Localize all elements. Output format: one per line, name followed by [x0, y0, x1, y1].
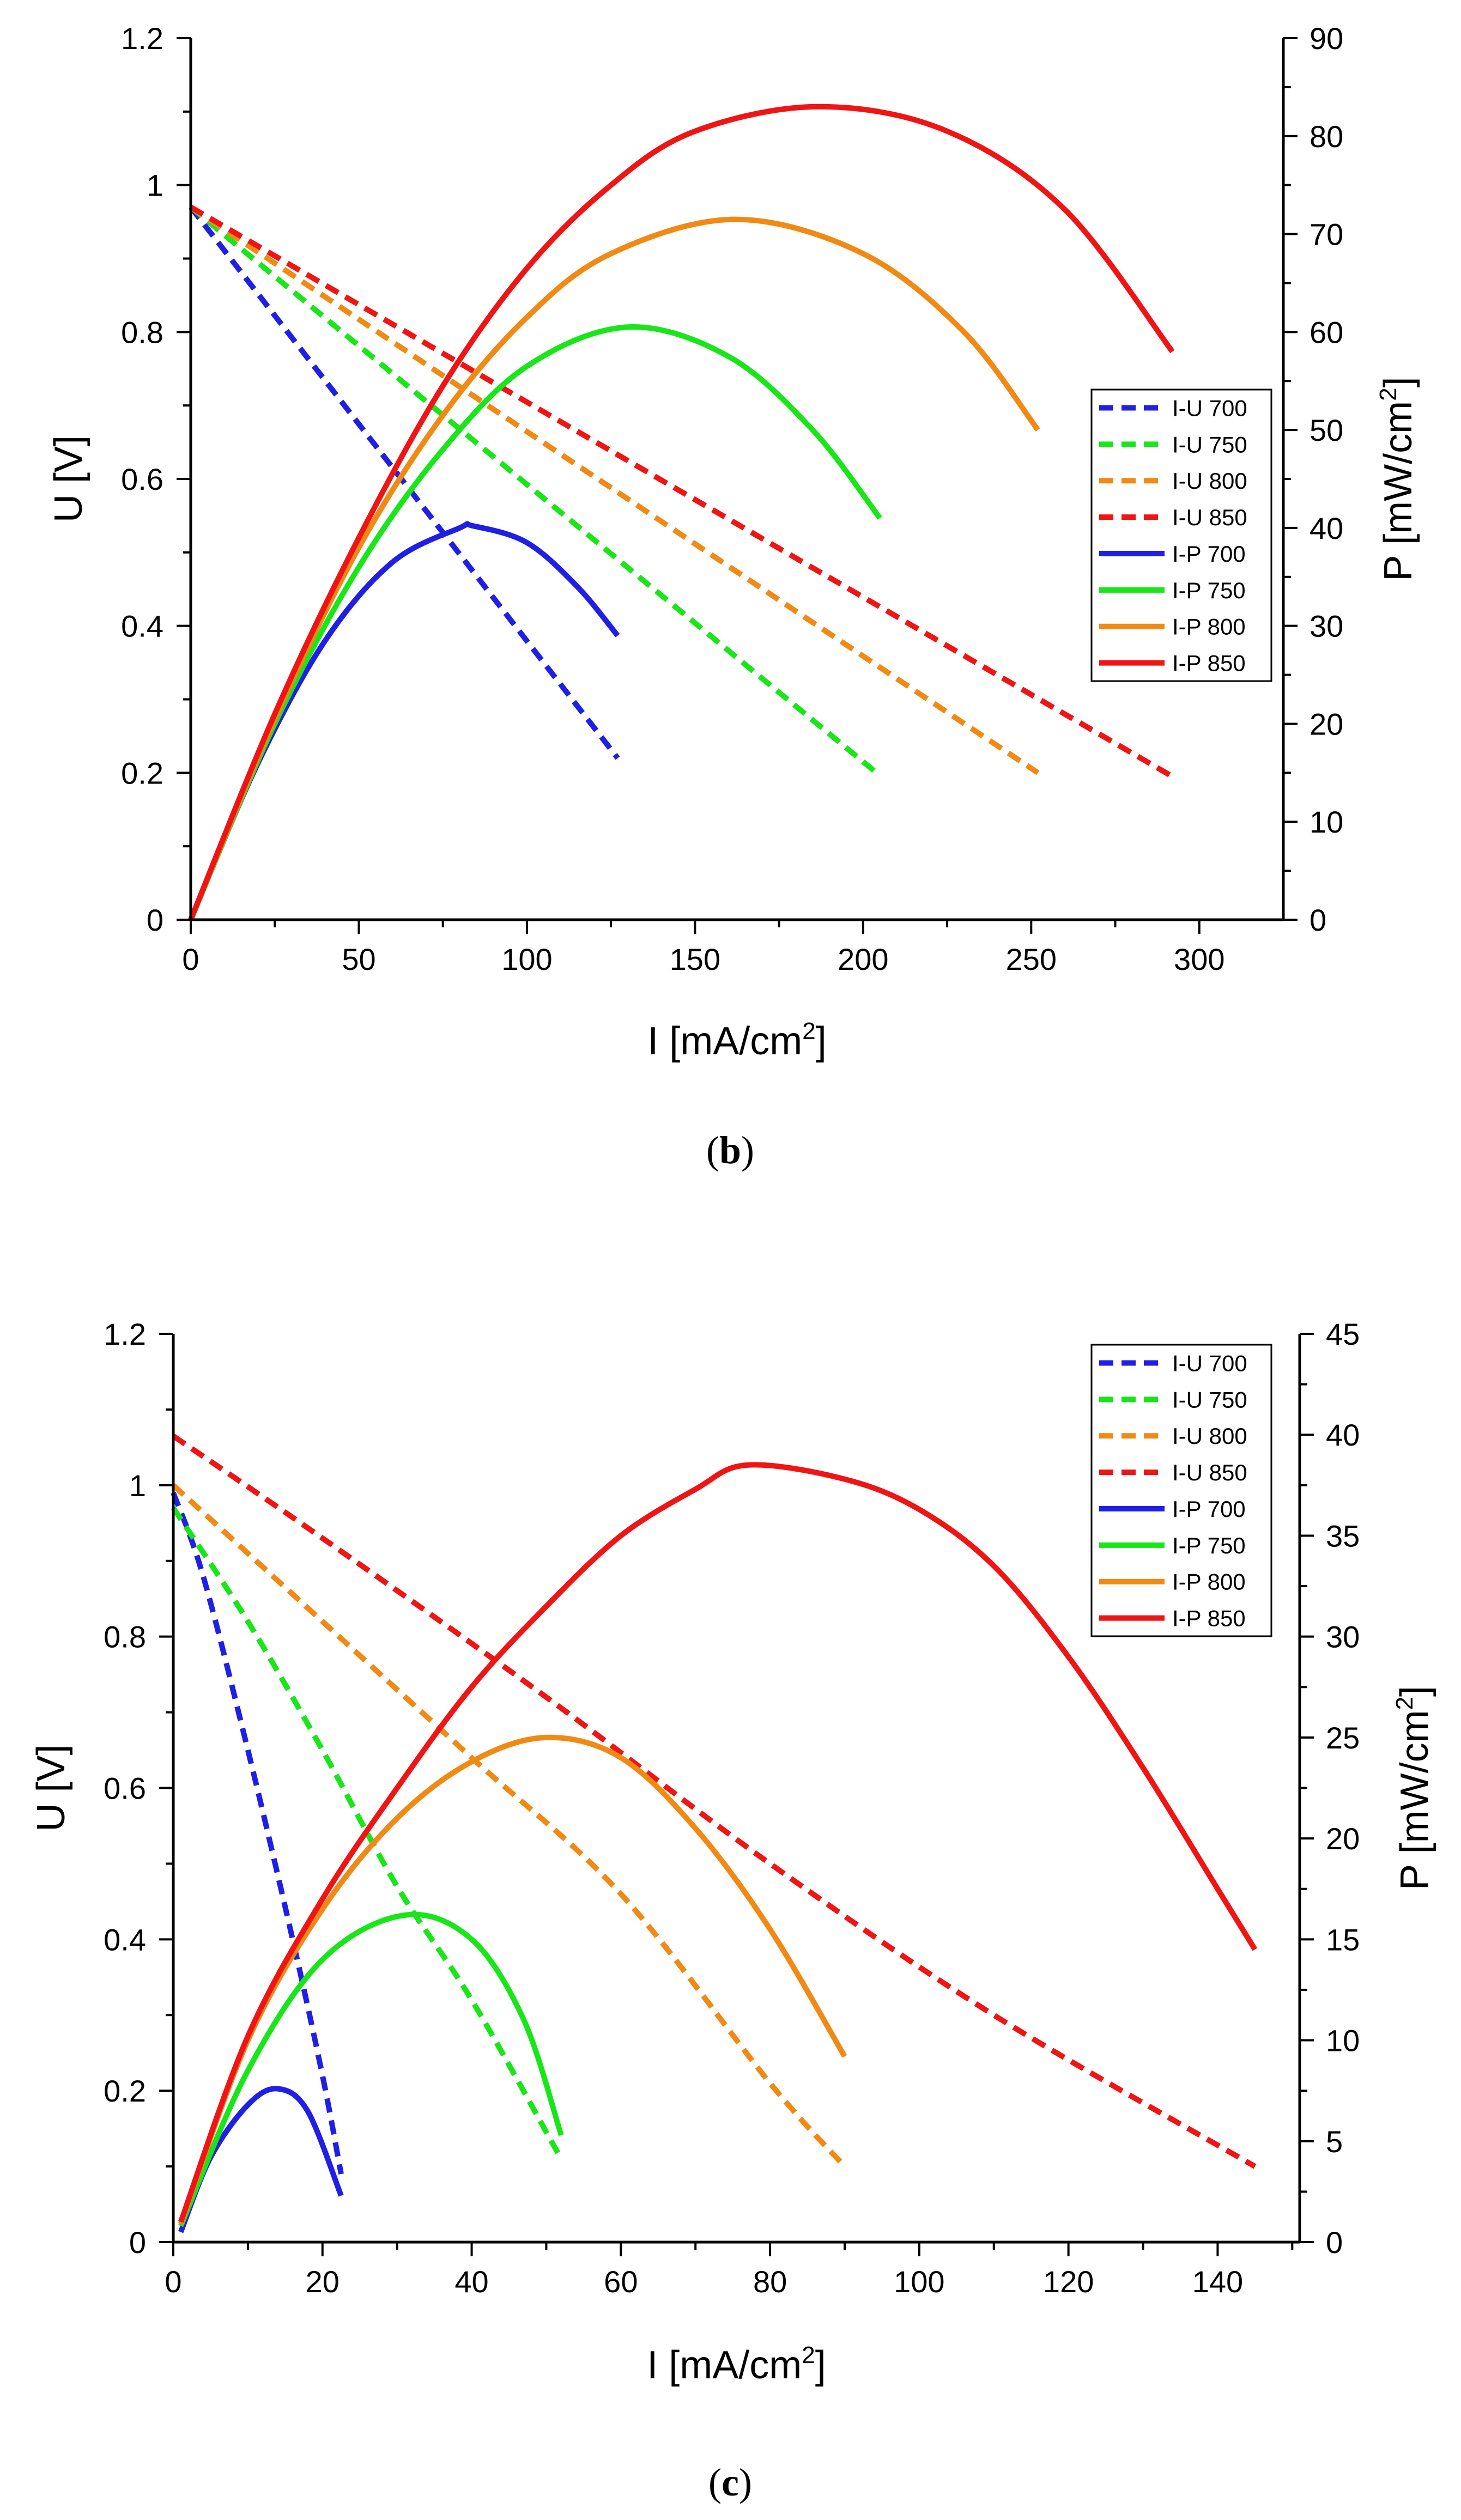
x-tick-label: 60	[604, 2264, 638, 2299]
y2-tick-label: 60	[1310, 315, 1343, 349]
x-tick-label: 100	[501, 942, 552, 976]
chart-panel-c: 0 20 40 60 80 100 120 140 0 0.2 0.4 0.6 0.8 1 1.2 0 5 10 1…	[29, 1317, 1436, 2504]
x-axis-title: I [mA/cm2]	[647, 2342, 826, 2387]
series-group	[171, 1434, 1258, 2233]
series-line-i-u-700	[189, 205, 620, 760]
series-line-i-p-750	[178, 1911, 564, 2227]
legend-label: I-P 800	[1172, 1569, 1246, 1595]
legend-label: I-P 800	[1172, 614, 1246, 640]
y2-tick-label: 25	[1326, 1721, 1360, 1755]
y2-axis-title: P [mW/cm2]	[1375, 377, 1420, 581]
y-tick-label: 0.4	[104, 1922, 146, 1957]
y-tick-label: 1	[147, 168, 163, 203]
legend-label: I-U 800	[1172, 468, 1247, 494]
panel-label: (c)	[708, 2461, 752, 2504]
legend-label: I-U 700	[1172, 1350, 1247, 1376]
series-line-i-u-850	[172, 1434, 1257, 2169]
y2-tick-label: 0	[1310, 903, 1326, 937]
y-tick-label: 0	[147, 903, 163, 937]
y2-tick-label: 80	[1310, 119, 1343, 154]
y-tick-label: 0.6	[121, 462, 163, 496]
series-line-i-u-800	[171, 1483, 847, 2169]
y2-tick-label: 20	[1326, 1821, 1360, 1856]
series-line-i-u-850	[189, 204, 1174, 779]
series-line-i-p-850	[178, 1462, 1258, 2223]
legend-label: I-U 850	[1172, 505, 1247, 530]
x-tick-label: 40	[454, 2264, 488, 2299]
y-tick-label: 0.2	[104, 2074, 146, 2108]
y2-tick-label: 5	[1326, 2124, 1343, 2159]
x-tick-label: 120	[1043, 2264, 1094, 2299]
legend-label: I-U 850	[1172, 1460, 1247, 1485]
series-line-i-p-850	[188, 104, 1175, 921]
y2-tick-label: 40	[1310, 511, 1343, 545]
y-axis-title: U [V]	[47, 435, 90, 523]
y-tick-label: 1	[129, 1468, 146, 1503]
series-line-i-u-750	[189, 205, 878, 775]
y-tick-label: 0.4	[121, 609, 163, 643]
y-axis-title: U [V]	[29, 1744, 73, 1831]
y2-tick-label: 30	[1326, 1620, 1360, 1654]
y2-axis-title: P [mW/cm2]	[1391, 1686, 1436, 1890]
legend-label: I-P 700	[1172, 541, 1246, 567]
y2-tick-label: 45	[1326, 1317, 1360, 1351]
y-tick-label: 0	[129, 2225, 146, 2260]
y-tick-label: 0.8	[121, 315, 163, 349]
y-tick-label: 1.2	[104, 1317, 146, 1351]
legend: I-U 700 I-U 750 I-U 800 I-U 850 I-P 700 I-P 7…	[1090, 1344, 1272, 1637]
legend-label: I-P 850	[1172, 1606, 1246, 1631]
series-line-i-u-700	[171, 1492, 344, 2175]
y-tick-label: 1.2	[121, 21, 163, 56]
x-tick-label: 50	[342, 942, 375, 976]
x-tick-label: 250	[1006, 942, 1057, 976]
y-tick-label: 0.2	[121, 756, 163, 790]
y2-tick-label: 30	[1310, 609, 1343, 643]
y2-tick-label: 0	[1326, 2225, 1343, 2260]
legend-label: I-P 700	[1172, 1496, 1246, 1522]
y2-tick-label: 90	[1310, 21, 1343, 56]
series-line-i-p-750	[188, 324, 882, 921]
x-tick-label: 20	[306, 2264, 340, 2299]
series-line-i-u-750	[171, 1506, 564, 2160]
series-group	[188, 104, 1175, 921]
series-line-i-p-700	[188, 521, 620, 921]
legend-label: I-U 700	[1172, 395, 1247, 421]
legend-label: I-P 750	[1172, 1533, 1246, 1558]
y-tick-label: 0.6	[104, 1771, 146, 1806]
series-line-i-p-800	[178, 1734, 847, 2225]
y2-tick-label: 10	[1310, 805, 1343, 839]
x-tick-label: 80	[753, 2264, 787, 2299]
x-axis-title: I [mA/cm2]	[647, 1018, 827, 1063]
y2-tick-label: 10	[1326, 2024, 1360, 2058]
x-tick-label: 150	[670, 942, 720, 976]
y2-tick-label: 70	[1310, 217, 1343, 252]
series-line-i-p-800	[188, 216, 1040, 921]
legend-label: I-P 850	[1172, 651, 1246, 676]
x-tick-label: 0	[182, 942, 199, 976]
legend-label: I-U 750	[1172, 1387, 1247, 1412]
y-tick-label: 0.8	[104, 1620, 146, 1654]
y2-tick-label: 50	[1310, 413, 1343, 447]
y2-tick-label: 15	[1326, 1922, 1360, 1957]
y2-tick-label: 35	[1326, 1519, 1360, 1553]
x-tick-label: 100	[894, 2264, 944, 2299]
legend-label: I-U 750	[1172, 432, 1247, 457]
x-tick-label: 200	[838, 942, 888, 976]
panel-label: (b)	[706, 1128, 754, 1172]
legend: I-U 700 I-U 750 I-U 800 I-U 850 I-P 700 I-P 7…	[1090, 388, 1272, 682]
legend-label: I-U 800	[1172, 1423, 1247, 1449]
x-tick-label: 140	[1192, 2264, 1243, 2299]
y2-tick-label: 20	[1310, 707, 1343, 741]
legend-box	[1090, 1344, 1272, 1637]
y2-tick-label: 40	[1326, 1418, 1360, 1452]
legend-box	[1090, 388, 1272, 682]
series-line-i-u-800	[189, 204, 1040, 775]
x-tick-label: 300	[1174, 942, 1224, 976]
x-tick-label: 0	[165, 2264, 181, 2299]
chart-panel-b: 0 50 100 150 200 250 300 0 0.2 0.4 0.6 0.8 1 1.2 0 10 20…	[47, 21, 1420, 1172]
legend-label: I-P 750	[1172, 578, 1246, 603]
